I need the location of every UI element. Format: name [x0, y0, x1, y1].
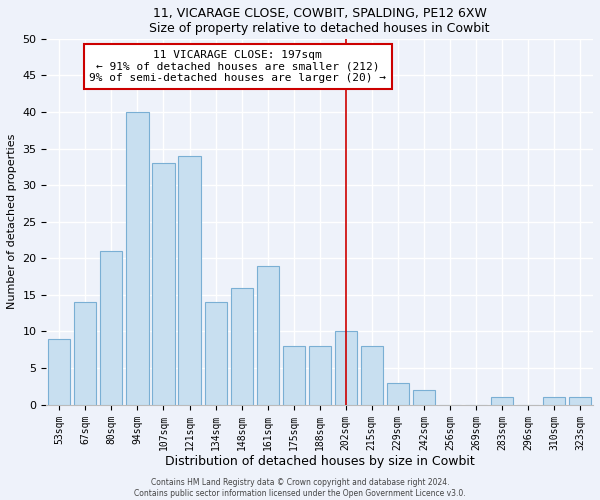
- Bar: [178, 156, 200, 404]
- Bar: [361, 346, 383, 405]
- Bar: [569, 397, 591, 404]
- Bar: [74, 302, 97, 404]
- Bar: [543, 397, 565, 404]
- X-axis label: Distribution of detached houses by size in Cowbit: Distribution of detached houses by size …: [165, 455, 475, 468]
- Bar: [283, 346, 305, 405]
- Bar: [257, 266, 278, 404]
- Bar: [127, 112, 149, 405]
- Bar: [491, 397, 513, 404]
- Bar: [152, 163, 175, 404]
- Bar: [205, 302, 227, 404]
- Bar: [387, 382, 409, 404]
- Text: Contains HM Land Registry data © Crown copyright and database right 2024.
Contai: Contains HM Land Registry data © Crown c…: [134, 478, 466, 498]
- Bar: [48, 338, 70, 404]
- Bar: [230, 288, 253, 405]
- Y-axis label: Number of detached properties: Number of detached properties: [7, 134, 17, 310]
- Bar: [100, 251, 122, 404]
- Title: 11, VICARAGE CLOSE, COWBIT, SPALDING, PE12 6XW
Size of property relative to deta: 11, VICARAGE CLOSE, COWBIT, SPALDING, PE…: [149, 7, 490, 35]
- Bar: [413, 390, 435, 404]
- Text: 11 VICARAGE CLOSE: 197sqm
← 91% of detached houses are smaller (212)
9% of semi-: 11 VICARAGE CLOSE: 197sqm ← 91% of detac…: [89, 50, 386, 83]
- Bar: [308, 346, 331, 405]
- Bar: [335, 332, 357, 404]
